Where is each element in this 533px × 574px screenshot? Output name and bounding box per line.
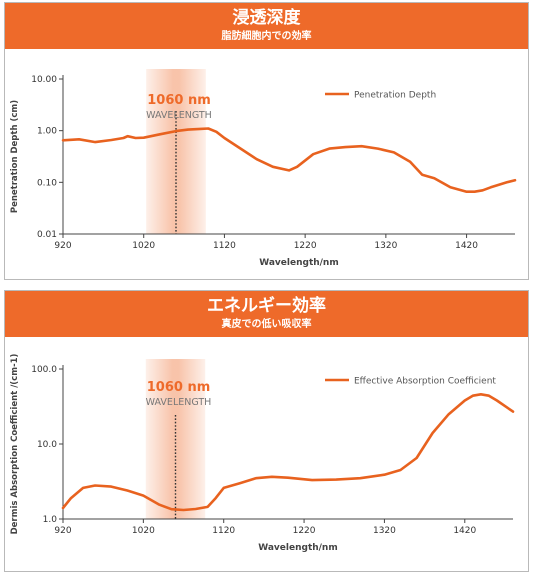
x-tick-label: 1220 xyxy=(294,241,317,251)
x-axis-label: Wavelength/nm xyxy=(259,258,338,268)
legend-label: Penetration Depth xyxy=(354,91,436,101)
panel-banner: 浸透深度 脂肪細胞内での効率 xyxy=(5,3,528,49)
x-tick-label: 1420 xyxy=(455,241,478,251)
y-tick-label: 1.0 xyxy=(43,515,58,525)
x-tick-label: 1320 xyxy=(373,526,396,536)
x-tick-label: 1020 xyxy=(132,241,155,251)
x-tick-label: 920 xyxy=(54,241,71,251)
y-tick-label: 0.01 xyxy=(37,230,57,240)
annotation-label: 1060 nm xyxy=(147,380,211,395)
x-tick-label: 1420 xyxy=(453,526,476,536)
y-axis-label: Penetration Depth (cm) xyxy=(10,100,20,213)
y-axis-label: Dermis Absorption Coefficient /(cm-1) xyxy=(10,353,20,534)
panel-title: エネルギー効率 xyxy=(207,296,326,316)
x-axis-label: Wavelength/nm xyxy=(258,543,337,553)
y-tick-label: 10.0 xyxy=(37,440,57,450)
panel-subtitle: 真皮での低い吸収率 xyxy=(221,319,312,330)
x-tick-label: 1120 xyxy=(213,241,236,251)
x-tick-label: 1220 xyxy=(293,526,316,536)
y-tick-label: 1.00 xyxy=(37,127,57,137)
x-tick-label: 1320 xyxy=(374,241,397,251)
annotation-sublabel: WAVELENGTH xyxy=(146,397,212,408)
panel-banner: エネルギー効率 真皮での低い吸収率 xyxy=(5,291,528,337)
penetration-depth-panel: 浸透深度 脂肪細胞内での効率 10.00 1.00 0.10 0.01 920 1020 1… xyxy=(4,2,529,280)
y-tick-label: 10.00 xyxy=(31,75,57,85)
series-line xyxy=(61,127,517,193)
x-tick-label: 1020 xyxy=(132,526,155,536)
panel-title: 浸透深度 xyxy=(232,8,301,28)
legend-label: Effective Absorption Coefficient xyxy=(354,377,496,387)
annotation-label: 1060 nm xyxy=(147,93,211,108)
series-line xyxy=(61,393,515,512)
x-tick-label: 920 xyxy=(54,526,71,536)
y-tick-label: 0.10 xyxy=(37,178,57,188)
annotation-sublabel: WAVELENGTH xyxy=(146,110,212,121)
y-tick-label: 100.0 xyxy=(31,365,57,375)
energy-efficiency-panel: エネルギー効率 真皮での低い吸収率 100.0 10.0 1.0 920 1020 112… xyxy=(4,290,529,572)
x-tick-label: 1120 xyxy=(212,526,235,536)
panel-subtitle: 脂肪細胞内での効率 xyxy=(221,31,312,42)
